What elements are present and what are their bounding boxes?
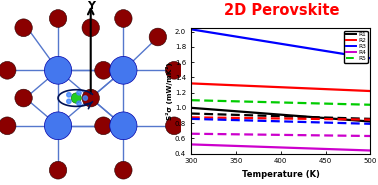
R4 bbox=[368, 149, 373, 152]
R3 bbox=[368, 57, 373, 59]
Circle shape bbox=[77, 90, 81, 95]
R5 bbox=[368, 104, 373, 106]
Circle shape bbox=[166, 61, 183, 79]
R2 bbox=[234, 84, 238, 86]
R3 bbox=[189, 28, 193, 30]
Circle shape bbox=[45, 56, 72, 84]
Circle shape bbox=[67, 99, 71, 104]
Circle shape bbox=[77, 101, 81, 106]
R3 bbox=[323, 50, 328, 52]
Circle shape bbox=[95, 61, 112, 79]
Text: 2D Perovskite: 2D Perovskite bbox=[224, 3, 339, 18]
R5 bbox=[189, 99, 193, 101]
Text: Y: Y bbox=[87, 1, 95, 11]
Circle shape bbox=[45, 112, 72, 140]
Circle shape bbox=[15, 89, 32, 107]
R1 bbox=[368, 120, 373, 123]
R5 bbox=[278, 101, 283, 104]
Legend: R1, R2, R3, R4, R5: R1, R2, R3, R4, R5 bbox=[344, 31, 367, 63]
R4 bbox=[189, 143, 193, 146]
Circle shape bbox=[115, 161, 132, 179]
Circle shape bbox=[115, 10, 132, 27]
Circle shape bbox=[149, 28, 167, 46]
R2 bbox=[323, 88, 328, 90]
Circle shape bbox=[82, 89, 99, 107]
Circle shape bbox=[50, 10, 67, 27]
R5 bbox=[323, 102, 328, 105]
R2 bbox=[368, 90, 373, 92]
Circle shape bbox=[95, 117, 112, 135]
Circle shape bbox=[15, 19, 32, 37]
R1 bbox=[323, 117, 328, 119]
R4 bbox=[323, 148, 328, 150]
Circle shape bbox=[110, 56, 137, 84]
Circle shape bbox=[110, 112, 137, 140]
R2 bbox=[278, 86, 283, 88]
X-axis label: Temperature (K): Temperature (K) bbox=[242, 170, 320, 179]
R1 bbox=[278, 114, 283, 116]
R5 bbox=[234, 100, 238, 102]
Circle shape bbox=[83, 96, 87, 100]
Circle shape bbox=[0, 117, 16, 135]
Y-axis label: S²σ (mW/mK²): S²σ (mW/mK²) bbox=[166, 62, 174, 120]
Circle shape bbox=[71, 93, 81, 103]
Line: R2: R2 bbox=[191, 83, 370, 91]
Circle shape bbox=[0, 61, 16, 79]
R3 bbox=[278, 43, 283, 45]
R4 bbox=[278, 146, 283, 149]
Line: R3: R3 bbox=[191, 29, 370, 58]
Circle shape bbox=[67, 92, 71, 97]
Circle shape bbox=[82, 19, 99, 37]
Line: R5: R5 bbox=[191, 100, 370, 105]
Line: R1: R1 bbox=[191, 108, 370, 122]
R3 bbox=[234, 35, 238, 38]
R1 bbox=[189, 107, 193, 109]
R2 bbox=[189, 82, 193, 85]
R4 bbox=[234, 145, 238, 147]
Line: R4: R4 bbox=[191, 144, 370, 151]
Circle shape bbox=[166, 117, 183, 135]
R1 bbox=[234, 110, 238, 112]
Circle shape bbox=[50, 161, 67, 179]
